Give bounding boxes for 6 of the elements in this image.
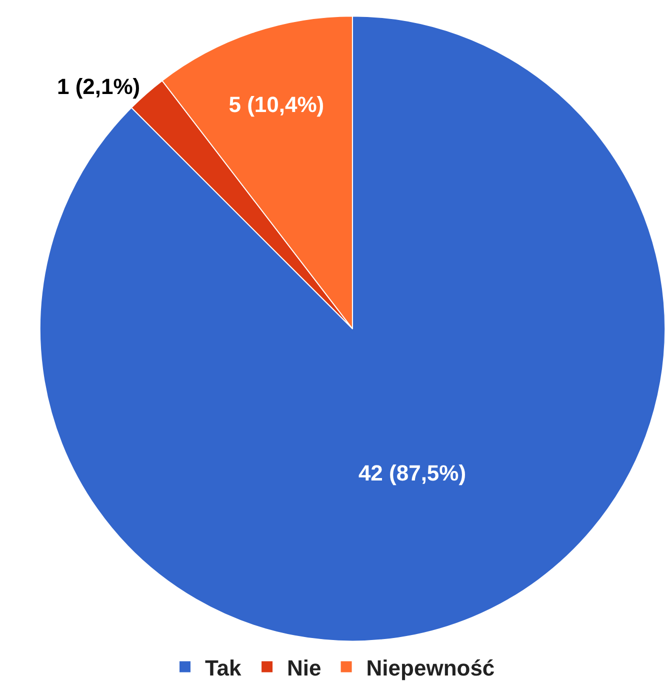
- data-label: 5 (10,4%): [228, 92, 324, 118]
- legend-label: Tak: [205, 655, 242, 680]
- data-label: 1 (2,1%): [56, 74, 140, 100]
- legend-label: Nie: [287, 655, 322, 680]
- data-label: 42 (87,5%): [358, 460, 466, 486]
- legend-label: Niepewność: [366, 655, 495, 680]
